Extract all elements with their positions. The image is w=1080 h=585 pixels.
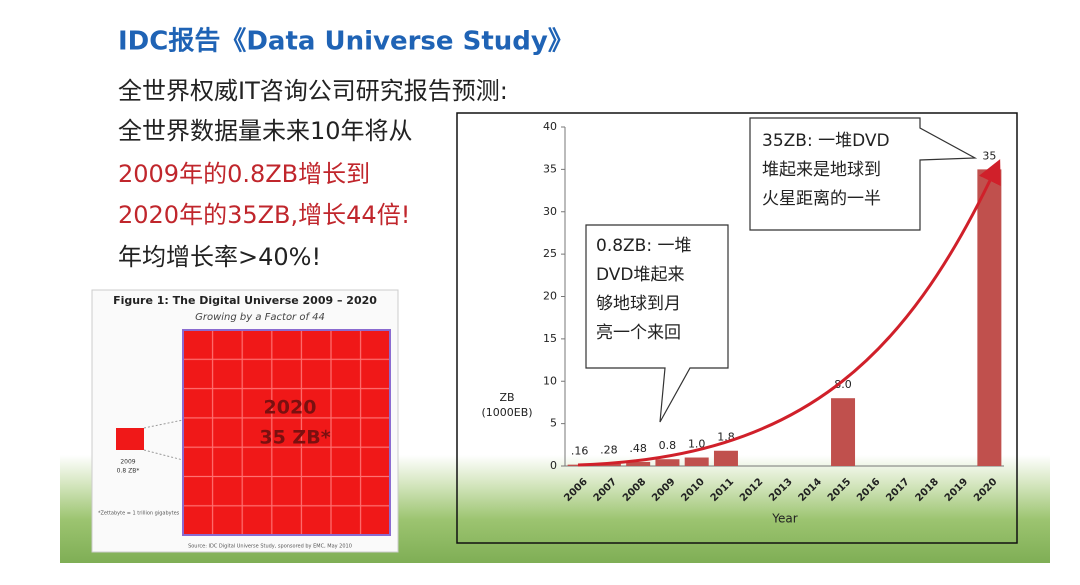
small-label: 2009 <box>120 459 135 466</box>
figure: Figure 1: The Digital Universe 2009 – 20… <box>91 289 399 553</box>
y-tick-label: 35 <box>543 162 557 175</box>
callout-text: 堆起来是地球到 <box>762 160 881 180</box>
value-label: 1.0 <box>688 438 706 451</box>
body-line: 年均增长率>40%! <box>118 243 321 271</box>
y-axis-label: (1000EB) <box>481 406 532 419</box>
y-tick-label: 10 <box>543 374 557 387</box>
body-line: 2020年的35ZB,增长44倍! <box>118 201 410 229</box>
callout-text: 火星距离的一半 <box>762 189 881 209</box>
y-tick-label: 5 <box>550 417 557 430</box>
callout <box>585 224 729 423</box>
bar <box>684 457 709 466</box>
y-tick-label: 30 <box>543 205 557 218</box>
trend-curve <box>577 159 1001 467</box>
callout-text: 0.8ZB: 一堆 <box>596 236 691 256</box>
y-tick-label: 15 <box>543 332 557 345</box>
small-label: 0.8 ZB* <box>117 468 140 475</box>
body-line: 2009年的0.8ZB增长到 <box>118 160 370 188</box>
bar <box>626 461 651 466</box>
body-line: 全世界权威IT咨询公司研究报告预测: <box>118 77 508 105</box>
value-label: .28 <box>600 444 618 457</box>
bar <box>713 450 738 466</box>
x-axis-label: Year <box>771 512 797 526</box>
bar <box>831 398 856 466</box>
figure-title: Figure 1: The Digital Universe 2009 – 20… <box>113 294 377 307</box>
bar <box>977 169 1002 466</box>
callout-text: 亮一个来回 <box>596 323 681 343</box>
big-label: 2020 <box>264 397 317 419</box>
chart-frame <box>456 112 1018 544</box>
y-tick-label: 25 <box>543 247 557 260</box>
y-axis-label: ZB <box>499 391 514 404</box>
small-square <box>116 428 144 450</box>
y-tick-label: 0 <box>550 459 557 472</box>
value-label: 8.0 <box>834 378 852 391</box>
bar <box>655 459 680 466</box>
y-tick-label: 20 <box>543 290 557 303</box>
big-square <box>182 329 391 536</box>
value-label: .16 <box>571 445 589 458</box>
callout-text: DVD堆起来 <box>596 265 685 285</box>
figure-subtitle: Growing by a Factor of 44 <box>195 312 325 323</box>
figure-source: Source: IDC Digital Universe Study, spon… <box>188 544 352 550</box>
body-line: 全世界数据量未来10年将从 <box>118 117 413 145</box>
figure-note: *Zettabyte = 1 trillion gigabytes <box>98 511 180 517</box>
slide-title: IDC报告《Data Universe Study》 <box>118 26 574 57</box>
callout-text: 够地球到月 <box>596 294 681 314</box>
big-label: 35 ZB* <box>259 427 330 449</box>
y-tick-label: 40 <box>543 120 557 133</box>
value-label: .48 <box>629 442 647 455</box>
value-label: 0.8 <box>659 439 677 452</box>
connector <box>143 419 184 461</box>
callout-text: 35ZB: 一堆DVD <box>762 131 890 151</box>
value-label: 35 <box>982 149 996 162</box>
callout <box>749 117 978 231</box>
